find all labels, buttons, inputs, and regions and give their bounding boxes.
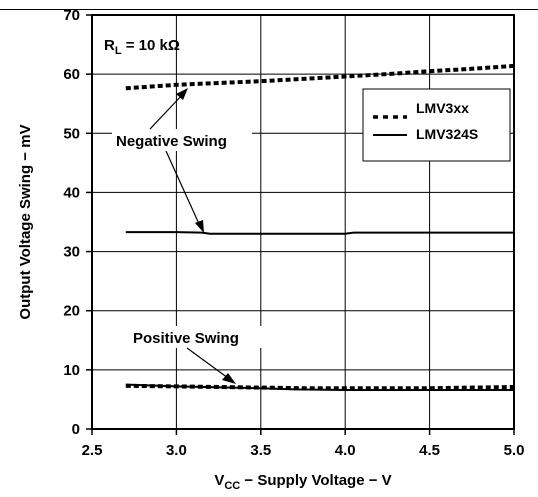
x-tick-label: 2.5 — [82, 442, 103, 459]
x-tick-label: 4.0 — [335, 442, 356, 459]
y-tick-label: 60 — [63, 66, 80, 83]
x-tick-label: 3.0 — [166, 442, 187, 459]
negative-swing-label-bg — [112, 129, 252, 151]
x-axis-title: VCC − Supply Voltage − V — [214, 472, 391, 492]
positive-swing-label: Positive Swing — [133, 330, 239, 347]
negative-arrow-lower-head — [195, 220, 204, 233]
rl-subscript: L — [115, 45, 122, 57]
y-tick-label: 30 — [63, 244, 80, 261]
negative-arrow-lower — [165, 150, 201, 227]
positive-arrow — [186, 347, 229, 379]
legend-label-lmv3xx: LMV3xx — [416, 100, 469, 116]
series-line-lmv324s-negative — [125, 231, 514, 235]
x-tick-label: 3.5 — [250, 442, 271, 459]
rl-suffix: = 10 kΩ — [122, 37, 180, 54]
legend-box — [362, 88, 511, 162]
series-line-lmv3xx-positive — [125, 383, 515, 391]
x-axis-title-subscript: CC — [224, 480, 240, 492]
series-line-lmv324s-positive — [125, 383, 514, 391]
y-tick-label: 20 — [63, 303, 80, 320]
rl-annotation: RL = 10 kΩ — [104, 37, 180, 57]
positive-swing-label-bg — [130, 326, 263, 348]
negative-swing-label: Negative Swing — [116, 133, 227, 150]
y-tick-label: 50 — [63, 125, 80, 142]
x-ticks: 2.5 3.0 3.5 4.0 4.5 5.0 — [82, 429, 525, 459]
y-tick-label: 10 — [63, 362, 80, 379]
x-axis-title-suffix: − Supply Voltage − V — [240, 472, 391, 489]
series-line-lmv3xx-negative — [125, 63, 515, 91]
negative-arrow-upper-head — [176, 88, 188, 100]
legend-label-lmv324s: LMV324S — [416, 126, 478, 142]
y-tick-label: 0 — [72, 421, 80, 438]
x-tick-label: 5.0 — [504, 442, 525, 459]
y-tick-label: 70 — [63, 7, 80, 24]
positive-arrow-head — [222, 373, 236, 384]
y-axis-title: Output Voltage Swing − mV — [17, 124, 34, 319]
plot-frame — [91, 14, 515, 430]
negative-arrow-upper — [149, 92, 185, 130]
x-tick-label: 4.5 — [419, 442, 440, 459]
y-ticks: 0 10 20 30 40 50 60 70 — [63, 7, 92, 438]
series-group — [125, 63, 515, 391]
y-tick-label: 40 — [63, 184, 80, 201]
legend: LMV3xx LMV324S — [362, 88, 511, 162]
